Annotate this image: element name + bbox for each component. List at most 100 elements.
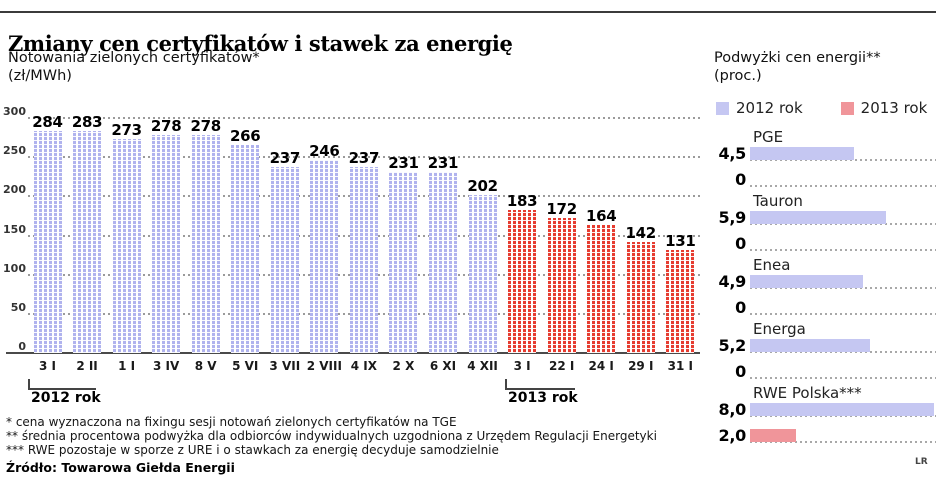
source-line: Źródło: Towarowa Giełda Energii <box>6 460 235 475</box>
bar-value-label: 283 <box>71 113 103 131</box>
bar-value-label: 142 <box>625 224 657 242</box>
bar-2012 <box>112 139 141 353</box>
grid-line <box>28 156 700 159</box>
value-label-2013: 0 <box>735 362 746 381</box>
y-tick-label: 100 <box>3 261 26 275</box>
bar-2012 <box>750 403 934 416</box>
leader-line-2013 <box>750 249 936 251</box>
x-tick-label: 4 XII <box>467 359 498 373</box>
grid-line <box>28 117 700 119</box>
x-tick-label: 1 I <box>118 359 136 373</box>
y-tick-label: 0 <box>18 340 26 353</box>
bar-value-label: 284 <box>32 113 63 131</box>
author-credit: LR <box>915 457 928 467</box>
y-tick-label: 200 <box>3 183 26 197</box>
bar-value-label: 231 <box>427 154 459 172</box>
bar-2013 <box>666 250 695 353</box>
footnote-1: * cena wyznaczona na fixingu sesji notow… <box>6 415 457 429</box>
company-row: Tauron 5,9 0 <box>714 192 936 258</box>
bar-2012 <box>231 145 260 353</box>
leader-line-2013 <box>750 441 936 443</box>
y-tick-label: 50 <box>10 300 26 314</box>
legend-swatch-2013-icon <box>840 101 854 115</box>
bar-2012 <box>468 195 497 353</box>
x-tick-label: 24 I <box>588 359 614 373</box>
leader-line-2013 <box>750 185 936 187</box>
x-tick-label: 3 IV <box>153 359 180 373</box>
company-name: Tauron <box>753 192 803 210</box>
bar-value-label: 278 <box>150 117 182 135</box>
bar-2012 <box>191 135 220 353</box>
bar-2012 <box>73 131 102 353</box>
bar-2012 <box>750 147 854 160</box>
bar-value-label: 246 <box>309 142 340 160</box>
y-tick-label: 250 <box>3 144 26 158</box>
bar-value-label: 231 <box>388 154 419 172</box>
bar-value-label: 266 <box>230 127 261 145</box>
x-tick-label: 4 IX <box>350 359 378 373</box>
value-label-2012: 8,0 <box>718 400 747 419</box>
legend-item-2013: 2013 rok <box>840 99 928 117</box>
company-name: Enea <box>753 256 791 274</box>
legend: 2012 rok 2013 rok <box>716 99 927 117</box>
value-label-2012: 4,5 <box>718 144 747 163</box>
legend-label-2012: 2012 rok <box>736 99 803 117</box>
leader-line-2012 <box>750 159 936 161</box>
group-label-2012: 2012 rok <box>31 390 101 406</box>
leader-line-2012 <box>750 287 936 289</box>
value-label-2013: 0 <box>735 234 746 253</box>
page-title: Zmiany cen certyfikatów i stawek za ener… <box>8 31 513 57</box>
x-axis-line <box>6 352 700 354</box>
y-tick-label: 300 <box>3 105 26 118</box>
bar-value-label: 202 <box>467 177 498 195</box>
bar-2012 <box>152 135 181 353</box>
bar-value-label: 273 <box>111 121 142 139</box>
x-tick-label: 2 II <box>76 359 98 373</box>
right-chart-title: Podwyżki cen energii** <box>714 50 881 66</box>
value-label-2013: 0 <box>735 298 746 317</box>
x-tick-label: 3 I <box>513 359 531 373</box>
x-tick-label: 29 I <box>628 359 654 373</box>
company-row: Enea 4,9 0 <box>714 256 936 322</box>
company-row: PGE 4,5 0 <box>714 128 936 194</box>
bar-2012 <box>389 172 418 353</box>
right-chart-unit: (proc.) <box>714 68 762 84</box>
bar-2012 <box>750 339 870 352</box>
value-label-2012: 5,2 <box>718 336 747 355</box>
value-label-2013: 2,0 <box>718 426 747 445</box>
bar-value-label: 131 <box>665 232 696 250</box>
bar-value-label: 183 <box>506 192 538 210</box>
x-tick-label: 3 I <box>39 359 56 373</box>
bar-2012 <box>270 167 299 353</box>
x-tick-label: 8 V <box>194 359 217 373</box>
group-label-2013: 2013 rok <box>508 390 578 406</box>
bar-value-label: 164 <box>585 207 617 225</box>
bar-2012 <box>33 131 62 353</box>
x-tick-label: 3 VII <box>269 359 301 373</box>
x-tick-label: 31 I <box>667 359 693 373</box>
bar-2012 <box>310 160 339 353</box>
bar-2013 <box>587 225 616 353</box>
company-name: PGE <box>753 128 784 146</box>
company-name: RWE Polska*** <box>753 384 862 402</box>
leader-line-2013 <box>750 377 936 379</box>
x-tick-label: 22 I <box>548 359 575 373</box>
company-row: RWE Polska*** 8,0 2,0 <box>714 384 936 450</box>
top-rule <box>0 11 936 13</box>
bar-value-label: 237 <box>348 149 380 167</box>
bar-2013 <box>547 218 576 353</box>
x-tick-label: 2 X <box>392 359 415 373</box>
bar-2012 <box>750 275 863 288</box>
leader-line-2012 <box>750 351 936 353</box>
left-chart-unit: (zł/MWh) <box>8 68 72 84</box>
legend-label-2013: 2013 rok <box>860 99 928 117</box>
bracket-2012 <box>28 379 96 390</box>
legend-swatch-2012-icon <box>716 101 729 115</box>
value-label-2013: 0 <box>735 170 746 189</box>
x-tick-label: 2 VIII <box>306 359 342 373</box>
left-chart-title: Notowania zielonych certyfikatów* <box>8 50 260 66</box>
leader-line-2013 <box>750 313 936 315</box>
y-tick-label: 150 <box>3 222 26 236</box>
value-label-2012: 5,9 <box>718 208 747 227</box>
bar-2012 <box>429 172 457 353</box>
